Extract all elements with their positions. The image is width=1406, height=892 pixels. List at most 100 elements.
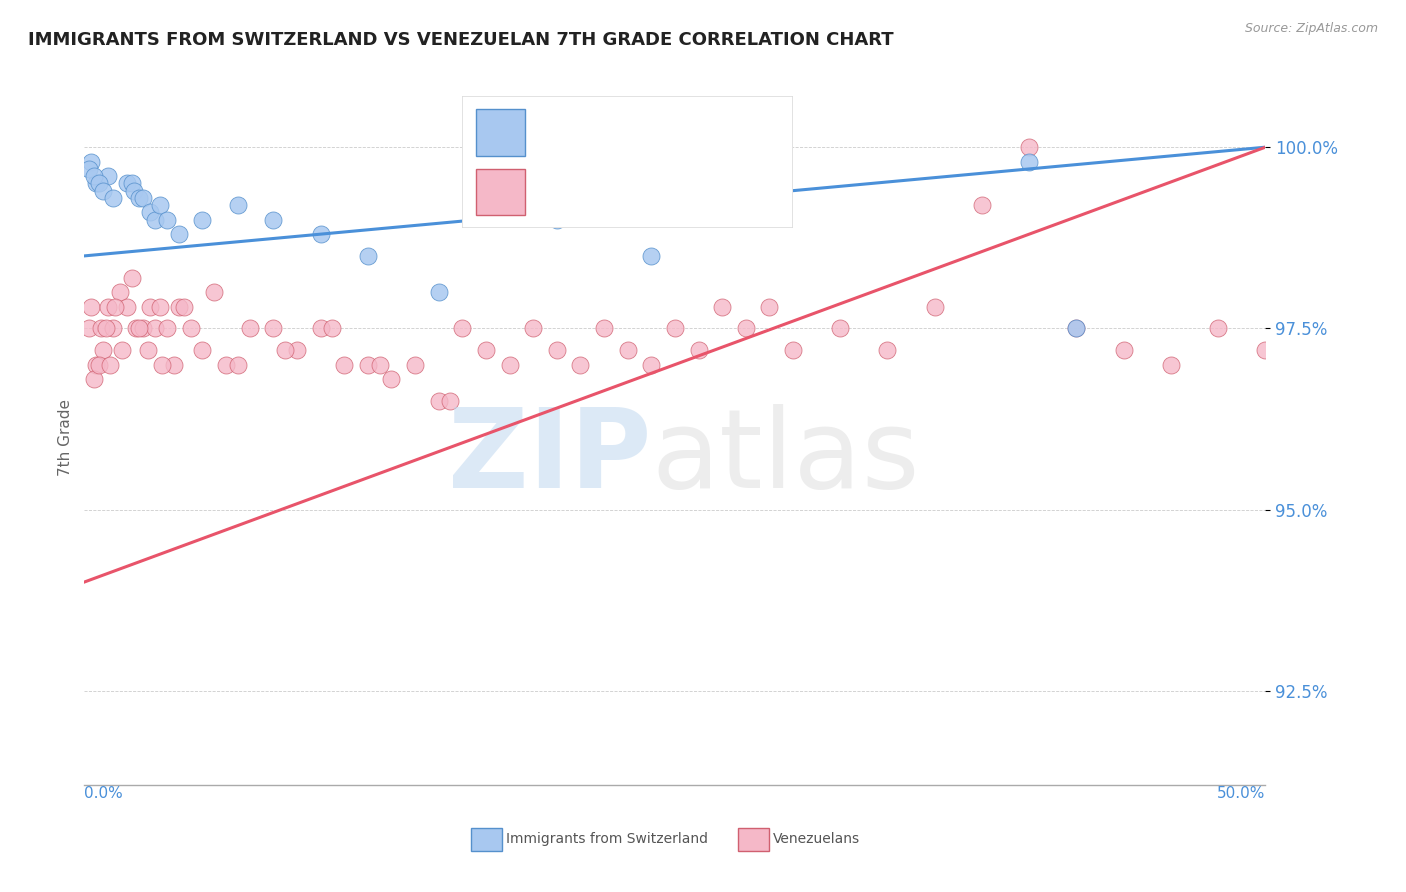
Point (333, 358, 356, 372)
Point (427, 393, 450, 408)
Point (711, 300, 734, 314)
Point (1018, 154, 1040, 169)
Point (80, 300, 103, 314)
Point (569, 358, 592, 372)
Point (91, 184, 114, 198)
Point (111, 343, 134, 357)
Point (125, 321, 148, 335)
Point (427, 285, 450, 300)
Point (90, 321, 112, 335)
Point (439, 393, 461, 408)
Point (84, 358, 107, 372)
Point (156, 212, 179, 227)
Point (191, 343, 214, 357)
Point (156, 321, 179, 335)
Point (1018, 140, 1040, 154)
Point (122, 184, 145, 198)
Point (97, 169, 120, 184)
Point (546, 343, 568, 357)
Y-axis label: 7th Grade: 7th Grade (58, 399, 73, 475)
Text: IMMIGRANTS FROM SWITZERLAND VS VENEZUELAN 7TH GRADE CORRELATION CHART: IMMIGRANTS FROM SWITZERLAND VS VENEZUELA… (28, 31, 894, 49)
Point (546, 212, 568, 227)
Point (357, 358, 380, 372)
Point (734, 321, 756, 335)
Point (98, 358, 121, 372)
Point (498, 177, 520, 191)
Point (475, 343, 498, 357)
Point (368, 358, 391, 372)
Point (143, 321, 166, 335)
Point (262, 321, 284, 335)
Point (380, 372, 402, 386)
Point (664, 321, 686, 335)
Text: Immigrants from Switzerland: Immigrants from Switzerland (506, 832, 709, 847)
Point (1160, 358, 1182, 372)
Point (150, 358, 173, 372)
Point (758, 300, 780, 314)
Point (309, 227, 332, 241)
Text: 0.0%: 0.0% (84, 787, 124, 801)
Point (83, 372, 105, 386)
Point (1254, 343, 1277, 357)
Text: atlas: atlas (651, 404, 920, 511)
Point (1112, 343, 1135, 357)
Point (167, 300, 190, 314)
Point (87, 358, 110, 372)
Point (108, 285, 131, 300)
Point (191, 212, 214, 227)
Text: ZIP: ZIP (449, 404, 651, 511)
Point (321, 321, 343, 335)
Point (239, 321, 262, 335)
Point (132, 191, 155, 205)
Point (202, 285, 225, 300)
Point (522, 321, 544, 335)
Point (143, 212, 166, 227)
Point (1206, 321, 1229, 335)
Point (640, 249, 662, 263)
Point (115, 177, 138, 191)
Point (163, 358, 186, 372)
Text: 50.0%: 50.0% (1218, 787, 1265, 801)
Point (782, 343, 804, 357)
Point (132, 321, 155, 335)
Point (285, 343, 308, 357)
Point (97, 300, 120, 314)
Point (640, 358, 662, 372)
Point (87, 177, 110, 191)
Point (136, 343, 159, 357)
Point (357, 249, 380, 263)
Point (274, 343, 297, 357)
Text: Venezuelans: Venezuelans (773, 832, 860, 847)
Point (94, 321, 117, 335)
Point (84, 177, 107, 191)
Point (173, 300, 195, 314)
Point (924, 300, 946, 314)
Point (215, 358, 238, 372)
Point (101, 191, 124, 205)
Point (226, 198, 249, 212)
Point (226, 358, 249, 372)
Text: Source: ZipAtlas.com: Source: ZipAtlas.com (1244, 22, 1378, 36)
Point (262, 212, 284, 227)
Point (77, 161, 100, 176)
Point (149, 198, 172, 212)
Point (101, 321, 124, 335)
Point (404, 358, 426, 372)
Point (128, 191, 150, 205)
Point (593, 321, 616, 335)
Point (139, 300, 162, 314)
Point (115, 300, 138, 314)
Point (139, 205, 162, 219)
Point (688, 343, 710, 357)
Point (309, 321, 332, 335)
Point (1066, 321, 1088, 335)
Point (616, 343, 638, 357)
Point (83, 169, 105, 184)
Point (876, 343, 898, 357)
Point (104, 300, 127, 314)
Point (149, 300, 172, 314)
Point (80, 154, 103, 169)
Point (498, 358, 520, 372)
Point (167, 227, 190, 241)
Point (128, 321, 150, 335)
